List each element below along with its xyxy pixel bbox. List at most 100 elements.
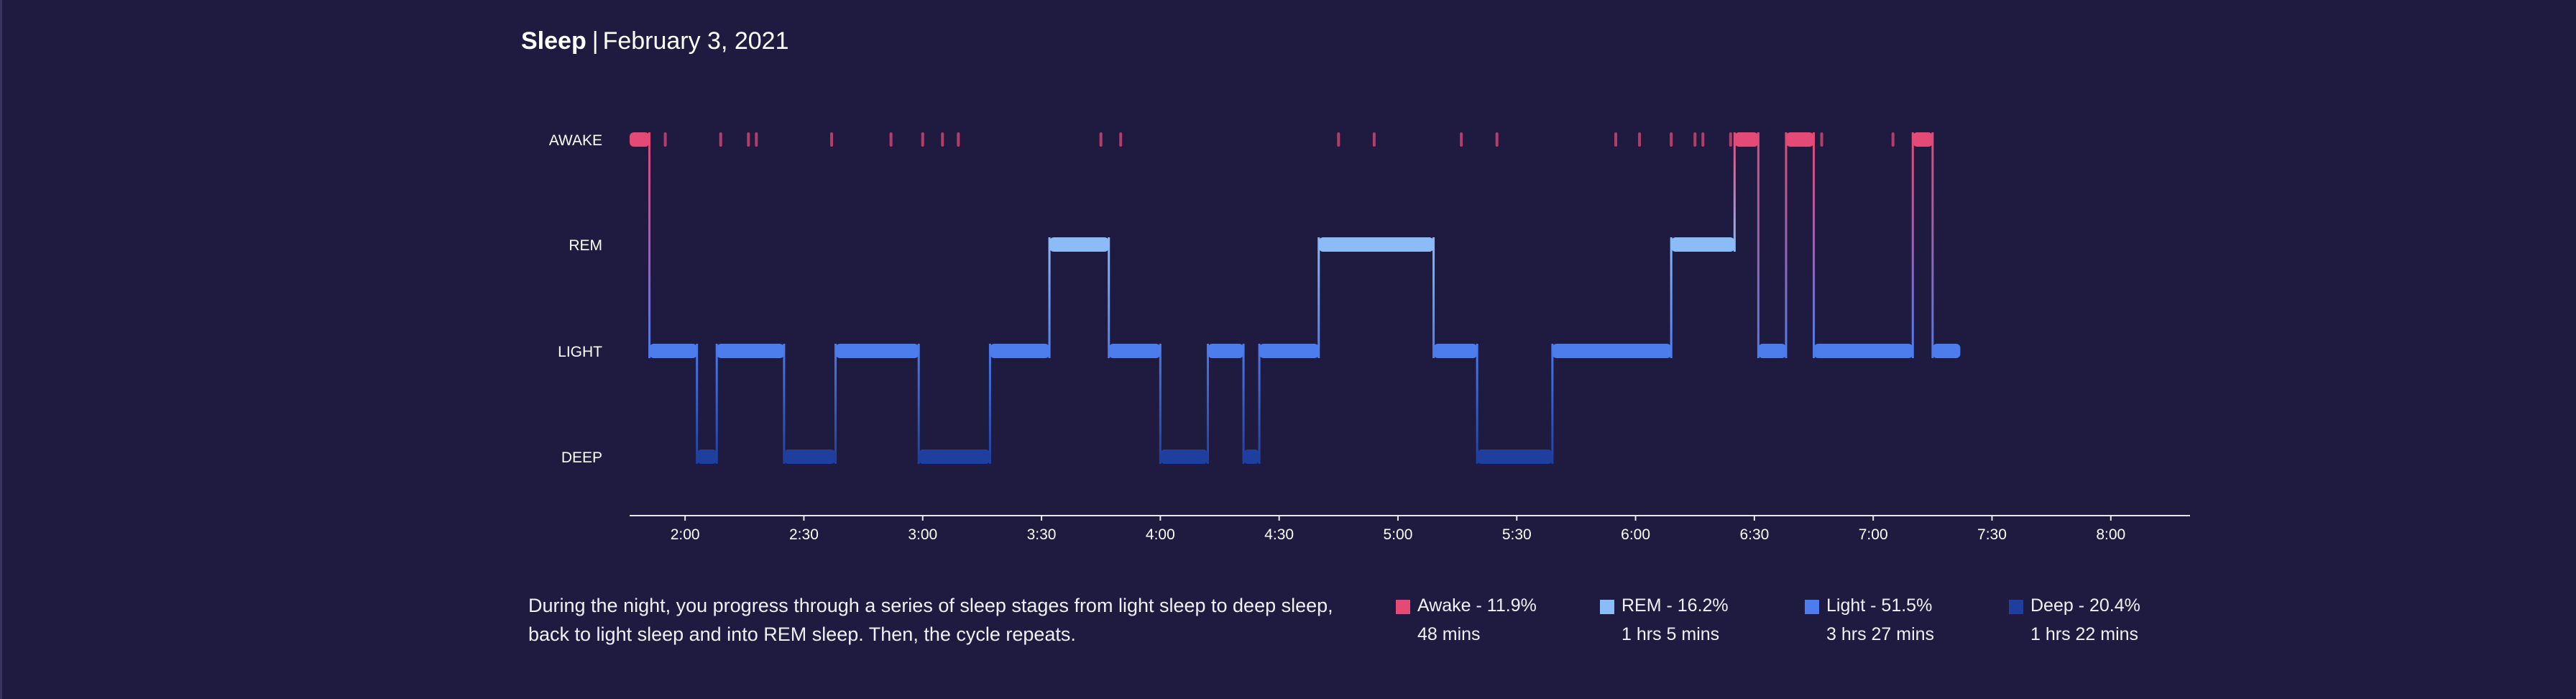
legend-duration-awake: 48 mins bbox=[1417, 624, 1481, 644]
x-tick-label: 3:30 bbox=[1027, 526, 1057, 543]
stage-segment-rem bbox=[1318, 237, 1434, 252]
awake-tick bbox=[747, 132, 750, 147]
awake-tick bbox=[1495, 132, 1499, 147]
stage-segment-deep bbox=[696, 449, 717, 464]
stage-segment-awake bbox=[1913, 132, 1933, 147]
x-tick-label: 4:00 bbox=[1146, 526, 1175, 543]
stage-segment-rem bbox=[1049, 237, 1109, 252]
stage-segment-deep bbox=[1243, 449, 1260, 464]
stage-transition bbox=[917, 344, 920, 464]
awake-tick bbox=[663, 132, 667, 147]
stage-transition bbox=[988, 344, 991, 464]
chart-description: During the night, you progress through a… bbox=[528, 595, 1333, 645]
stage-transition bbox=[834, 344, 837, 464]
x-tick-label: 8:00 bbox=[2096, 526, 2125, 543]
awake-tick bbox=[1729, 132, 1732, 147]
title-separator: | bbox=[592, 27, 599, 55]
stage-transition bbox=[1317, 237, 1320, 358]
awake-tick bbox=[830, 132, 834, 147]
awake-tick bbox=[957, 132, 960, 147]
stage-transition bbox=[1813, 132, 1816, 358]
legend-duration-deep: 1 hrs 22 mins bbox=[2030, 624, 2139, 644]
stage-transition bbox=[696, 344, 699, 464]
stage-segment-light bbox=[1208, 344, 1244, 358]
stage-transition bbox=[1911, 132, 1914, 358]
stage-transition bbox=[783, 344, 786, 464]
awake-tick bbox=[1670, 132, 1673, 147]
stage-segment-light bbox=[990, 344, 1050, 358]
legend-label-deep: Deep - 20.4% bbox=[2030, 595, 2140, 616]
stage-segment-deep bbox=[1477, 449, 1552, 464]
stage-segment-deep bbox=[919, 449, 990, 464]
stage-transition bbox=[1432, 237, 1435, 358]
stage-segment-awake bbox=[630, 132, 650, 147]
x-tick-label: 7:00 bbox=[1859, 526, 1888, 543]
stage-transition bbox=[1159, 344, 1162, 464]
stage-segment-light bbox=[1552, 344, 1672, 358]
stage-transition bbox=[648, 132, 651, 358]
stage-segment-light bbox=[1758, 344, 1786, 358]
stage-transition bbox=[1931, 132, 1934, 358]
legend-label-rem: REM - 16.2% bbox=[1622, 595, 1729, 616]
y-label-light: LIGHT bbox=[558, 344, 602, 360]
awake-tick bbox=[1820, 132, 1823, 147]
page-header: Sleep | February 3, 2021 bbox=[521, 27, 789, 55]
legend-swatch-deep bbox=[2009, 600, 2023, 614]
stage-segment-light bbox=[1433, 344, 1478, 358]
stage-transition bbox=[1551, 344, 1554, 464]
stage-transition bbox=[1733, 132, 1736, 252]
y-label-awake: AWAKE bbox=[549, 132, 602, 149]
stage-segment-light bbox=[835, 344, 919, 358]
stage-segment-awake bbox=[1785, 132, 1814, 147]
legend-swatch-light bbox=[1805, 600, 1819, 614]
stage-transition bbox=[1206, 344, 1209, 464]
awake-tick bbox=[921, 132, 924, 147]
awake-tick bbox=[1460, 132, 1463, 147]
legend-swatch-awake bbox=[1396, 600, 1410, 614]
x-tick-label: 4:30 bbox=[1264, 526, 1294, 543]
x-tick-label: 2:00 bbox=[671, 526, 700, 543]
stage-segment-light bbox=[649, 344, 697, 358]
x-tick-label: 3:00 bbox=[908, 526, 937, 543]
legend-swatch-rem bbox=[1600, 600, 1614, 614]
page-date: February 3, 2021 bbox=[602, 27, 789, 55]
awake-tick bbox=[1614, 132, 1618, 147]
awake-tick bbox=[941, 132, 944, 147]
stage-transition bbox=[1242, 344, 1245, 464]
legend-label-awake: Awake - 11.9% bbox=[1417, 595, 1537, 616]
stage-transition bbox=[1670, 237, 1673, 358]
stage-transition bbox=[1108, 237, 1110, 358]
awake-tick bbox=[1337, 132, 1340, 147]
x-tick-label: 6:00 bbox=[1621, 526, 1650, 543]
awake-tick bbox=[1701, 132, 1705, 147]
stage-transition bbox=[715, 344, 718, 464]
legend-label-light: Light - 51.5% bbox=[1826, 595, 1933, 616]
stage-segment-light bbox=[1108, 344, 1161, 358]
x-tick-label: 5:30 bbox=[1502, 526, 1532, 543]
awake-tick bbox=[1693, 132, 1697, 147]
awake-tick bbox=[1119, 132, 1123, 147]
awake-tick bbox=[719, 132, 722, 147]
stage-segment-awake bbox=[1734, 132, 1759, 147]
awake-tick bbox=[1891, 132, 1895, 147]
awake-tick bbox=[1372, 132, 1376, 147]
left-border bbox=[0, 0, 2, 699]
stage-transition bbox=[1785, 132, 1788, 358]
stage-transition bbox=[1048, 237, 1051, 358]
x-tick-label: 2:30 bbox=[789, 526, 819, 543]
legend-duration-rem: 1 hrs 5 mins bbox=[1622, 624, 1720, 644]
page-title: Sleep bbox=[521, 27, 586, 55]
stage-segment-deep bbox=[783, 449, 836, 464]
stage-segment-light bbox=[1259, 344, 1319, 358]
y-label-rem: REM bbox=[569, 237, 602, 254]
stage-segment-light bbox=[717, 344, 784, 358]
stage-transition bbox=[1476, 344, 1478, 464]
stage-segment-deep bbox=[1160, 449, 1208, 464]
x-tick-label: 7:30 bbox=[1977, 526, 2007, 543]
stage-segment-rem bbox=[1671, 237, 1735, 252]
y-label-deep: DEEP bbox=[561, 449, 602, 466]
stage-segment-light bbox=[1813, 344, 1913, 358]
x-tick-label: 5:00 bbox=[1384, 526, 1413, 543]
stage-transition bbox=[1757, 132, 1760, 358]
